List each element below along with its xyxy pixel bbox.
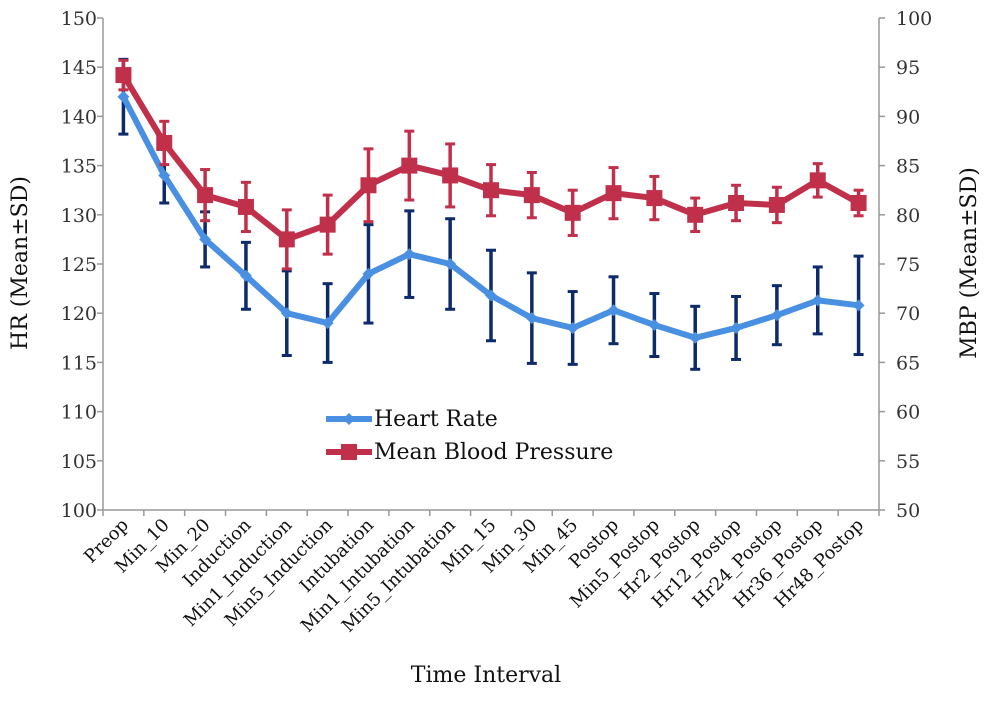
data-point — [728, 194, 745, 211]
data-point — [199, 233, 212, 246]
data-point — [156, 134, 173, 151]
data-point — [770, 309, 783, 322]
data-point — [117, 90, 130, 103]
data-point — [360, 177, 377, 194]
data-point — [403, 248, 416, 261]
data-point — [237, 198, 254, 215]
data-point — [278, 231, 295, 248]
data-point — [321, 317, 334, 330]
right-tick-label: 90 — [896, 106, 920, 128]
data-point — [687, 206, 704, 223]
data-point — [566, 321, 579, 334]
legend-marker-heart-rate — [343, 413, 355, 425]
left-tick-label: 110 — [61, 402, 97, 424]
data-point — [485, 289, 497, 302]
y-axis-title: HR (Mean±SD) — [8, 176, 33, 350]
legend-marker-mean-blood-pressure — [341, 444, 357, 460]
x-axis-title: Time Interval — [411, 663, 561, 688]
data-point — [444, 258, 457, 270]
left-tick-label: 115 — [61, 352, 97, 374]
left-tick-label: 100 — [61, 500, 97, 522]
data-point — [605, 185, 622, 202]
legend-label-heart-rate: Heart Rate — [374, 407, 498, 432]
left-tick-label: 130 — [61, 205, 97, 227]
right-tick-label: 65 — [896, 352, 920, 374]
right-tick-label: 95 — [896, 57, 920, 79]
data-point — [768, 196, 785, 213]
left-tick-label: 105 — [61, 451, 97, 473]
left-tick-label: 150 — [61, 8, 97, 30]
left-axis-ticks: 100 105 110 115 120 125 130 135 140 145 150 — [61, 8, 103, 522]
series-0 — [117, 57, 865, 371]
right-tick-label: 75 — [896, 254, 920, 276]
right-tick-label: 100 — [896, 8, 932, 30]
data-point — [319, 216, 336, 233]
data-point — [442, 167, 459, 184]
data-point — [523, 187, 540, 204]
data-point — [811, 294, 824, 307]
left-tick-label: 140 — [61, 106, 97, 128]
right-tick-label: 60 — [896, 402, 920, 424]
data-point — [158, 169, 171, 182]
right-axis-ticks: 50 55 60 65 70 75 80 85 90 95 100 — [879, 8, 932, 522]
data-point — [607, 304, 620, 317]
data-point — [197, 187, 214, 204]
series-layer — [115, 57, 867, 371]
right-tick-label: 70 — [896, 303, 920, 325]
legend-label-mean-blood-pressure: Mean Blood Pressure — [374, 440, 613, 465]
data-point — [730, 321, 743, 334]
data-point — [483, 182, 499, 199]
data-point — [401, 157, 418, 174]
data-point — [850, 194, 867, 211]
data-point — [852, 299, 865, 312]
legend-item-heart-rate: Heart Rate — [326, 407, 498, 432]
left-tick-label: 135 — [61, 156, 97, 178]
series-1 — [115, 58, 867, 271]
data-point — [280, 307, 293, 320]
y2-axis-title: MBP (Mean±SD) — [957, 167, 982, 359]
category-axis-ticks: PreopMin_10Min_20InductionMin1_Induction… — [80, 510, 880, 637]
data-point — [115, 67, 132, 84]
left-tick-label: 125 — [61, 254, 97, 276]
right-tick-label: 55 — [896, 451, 920, 473]
legend: Heart Rate Mean Blood Pressure — [326, 407, 613, 465]
left-tick-label: 120 — [61, 303, 97, 325]
data-point — [646, 190, 663, 207]
data-point — [689, 331, 702, 344]
legend-item-mean-blood-pressure: Mean Blood Pressure — [326, 440, 613, 465]
data-point — [648, 319, 661, 332]
right-tick-label: 50 — [896, 500, 920, 522]
data-point — [809, 172, 826, 189]
left-tick-label: 145 — [61, 57, 97, 79]
data-point — [239, 269, 252, 282]
data-point — [564, 204, 581, 221]
data-point — [362, 267, 375, 280]
data-point — [525, 312, 538, 325]
right-tick-label: 80 — [896, 205, 920, 227]
right-tick-label: 85 — [896, 156, 920, 178]
